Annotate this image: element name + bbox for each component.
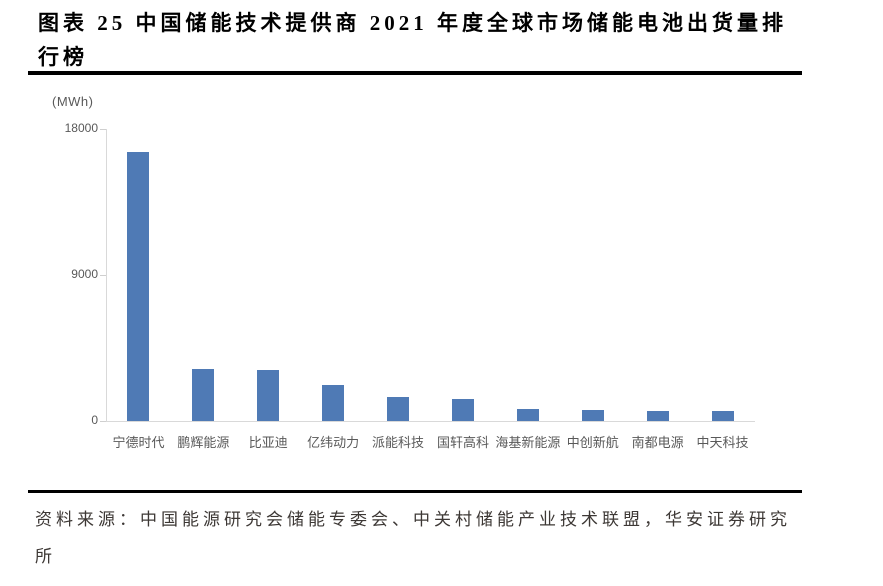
y-axis-tick-label: 9000 bbox=[71, 267, 98, 281]
x-axis-category-label: 中天科技 bbox=[696, 435, 749, 450]
x-axis-category-label: 比亚迪 bbox=[248, 435, 288, 450]
bar bbox=[451, 399, 474, 421]
x-axis-category-label: 南都电源 bbox=[631, 435, 684, 450]
bar-chart: (MWh) 0 9000 18000 宁德时代 鹏辉能源 比亚迪 亿纬动力 派能科技 国轩高科海… bbox=[52, 94, 755, 450]
bar bbox=[257, 369, 280, 421]
title-divider-rule bbox=[28, 71, 802, 75]
bar bbox=[387, 397, 410, 421]
bar bbox=[711, 410, 734, 421]
y-axis-tick bbox=[100, 275, 106, 276]
x-axis-line bbox=[106, 421, 755, 422]
bar bbox=[646, 410, 669, 421]
y-axis-line bbox=[106, 129, 107, 422]
x-axis-category-label: 宁德时代 bbox=[112, 435, 165, 450]
y-axis-tick-label: 18000 bbox=[64, 121, 98, 135]
y-axis-tick bbox=[100, 421, 106, 422]
bar bbox=[127, 151, 150, 421]
x-axis-category-label: 派能科技 bbox=[372, 435, 425, 450]
bar bbox=[516, 408, 539, 421]
x-axis-category-label: 中创新航 bbox=[566, 435, 619, 450]
bar bbox=[581, 409, 604, 421]
x-axis-category-label: 鹏辉能源 bbox=[177, 435, 230, 450]
y-axis-tick-label: 0 bbox=[91, 413, 98, 427]
bar bbox=[192, 369, 215, 421]
x-axis-category-label: 国轩高科 bbox=[436, 435, 489, 450]
footer-divider-rule bbox=[28, 490, 802, 493]
y-axis-unit-label: (MWh) bbox=[52, 94, 94, 109]
figure-title: 图表 25 中国储能技术提供商 2021 年度全球市场储能电池出货量排行榜 bbox=[38, 11, 787, 69]
bar bbox=[322, 384, 345, 421]
x-axis-category-label: 亿纬动力 bbox=[307, 435, 360, 450]
x-axis-category-label: 海基新能源 bbox=[495, 435, 561, 450]
source-note: 资料来源：中国能源研究会储能专委会、中关村储能产业技术联盟，华安证券研究所 bbox=[35, 510, 791, 566]
y-axis-tick bbox=[100, 129, 106, 130]
